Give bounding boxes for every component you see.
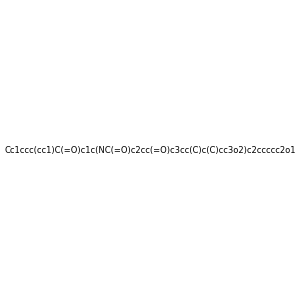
Text: Cc1ccc(cc1)C(=O)c1c(NC(=O)c2cc(=O)c3cc(C)c(C)cc3o2)c2ccccc2o1: Cc1ccc(cc1)C(=O)c1c(NC(=O)c2cc(=O)c3cc(C… (4, 146, 296, 154)
